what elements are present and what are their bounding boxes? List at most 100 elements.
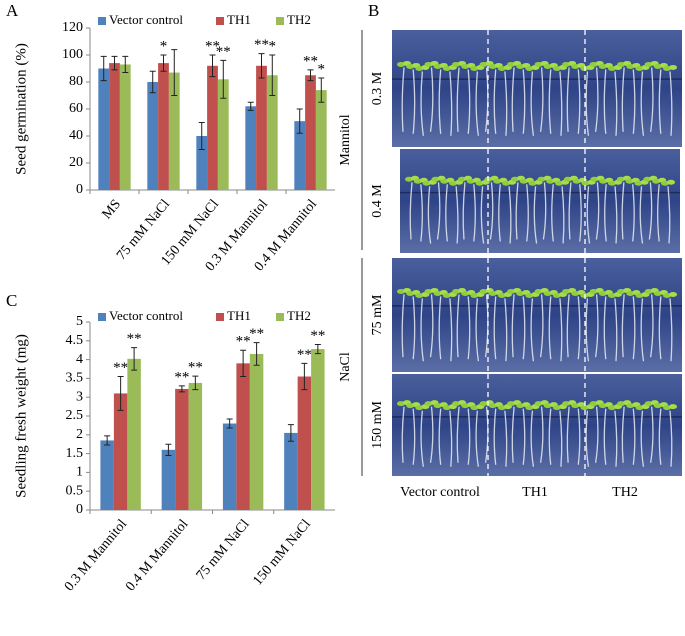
legend-label: TH1 [227,308,251,323]
root [603,69,607,134]
root [559,298,563,362]
leaf [528,180,537,186]
root [449,71,453,136]
leaf [516,63,525,69]
plate-photo [392,258,682,372]
leaf [457,176,466,182]
leaf [608,180,617,186]
root [594,406,599,463]
root [621,182,625,240]
leaf [617,401,626,407]
leaf [626,290,635,296]
root [438,408,442,465]
significance-label: ** [174,369,189,385]
leaf [653,63,662,69]
x-tick-label: 0.4 M Mannitol [123,517,191,594]
error-bar [111,55,118,71]
root [522,408,526,465]
y-tick-label: 4 [76,352,83,367]
leaf [507,288,516,294]
error-bar [100,55,107,82]
significance-label: * [269,38,277,54]
leaf [534,401,543,407]
root [456,406,460,463]
leaf [562,288,571,294]
y-tick-label: 2.5 [66,408,84,423]
column-label: Vector control [400,485,480,500]
leaf [461,290,470,296]
root [511,67,515,132]
leaf [534,61,543,67]
leaf [617,61,626,67]
root [473,184,476,242]
bar [196,136,208,190]
leaf [479,401,488,407]
leaf [563,176,572,182]
root [456,67,460,132]
bar [168,72,180,190]
leaf [598,290,607,296]
leaf [397,401,405,407]
root [621,294,625,358]
root [493,296,497,360]
plate-photo [392,374,682,476]
leaf [661,180,669,186]
root [586,186,591,244]
leaf [405,176,413,182]
leaf [669,291,677,297]
error-bar [165,443,172,456]
bar [188,382,203,510]
leaf [497,292,506,298]
leaf [635,65,644,71]
y-tick-label: 0.5 [66,483,84,498]
root [566,67,570,132]
root [504,71,508,136]
legend-swatch [98,313,106,321]
x-tick-label: 150 mM NaCl [250,517,314,589]
leaf [607,405,616,411]
bar [158,63,169,190]
leaf [555,180,564,186]
bar [175,388,189,510]
root [657,184,660,242]
root [449,410,453,467]
bar [311,349,325,510]
root [504,410,508,467]
leaf [598,403,607,409]
root [455,186,459,244]
significance-label: ** [113,360,128,376]
legend-label: TH1 [227,12,251,27]
bar [249,353,264,510]
y-tick-label: 80 [69,74,83,89]
root [614,298,618,362]
y-tick-label: 1 [76,465,83,480]
y-tick-label: 4.5 [66,333,84,348]
x-tick-label: MS [100,197,124,222]
root [412,408,416,465]
panel-label: B [368,1,379,20]
y-tick-label: 3 [76,389,83,404]
error-bar [122,55,129,74]
y-tick-label: 0 [76,502,83,517]
root [614,71,618,136]
root [533,186,538,244]
root [594,294,599,358]
error-bar [104,435,111,446]
leaf [653,403,662,409]
y-tick-label: 120 [62,20,83,35]
leaf [406,403,415,409]
leaf [667,179,675,185]
bar [297,376,312,510]
bar [217,79,229,190]
root [484,294,489,358]
root [669,298,673,362]
leaf [653,290,662,296]
root [566,294,570,358]
root [467,69,471,134]
leaf [599,178,608,184]
root [445,184,448,242]
root [429,406,434,463]
leaf [461,63,470,69]
bar [207,65,218,190]
leaf [452,401,461,407]
